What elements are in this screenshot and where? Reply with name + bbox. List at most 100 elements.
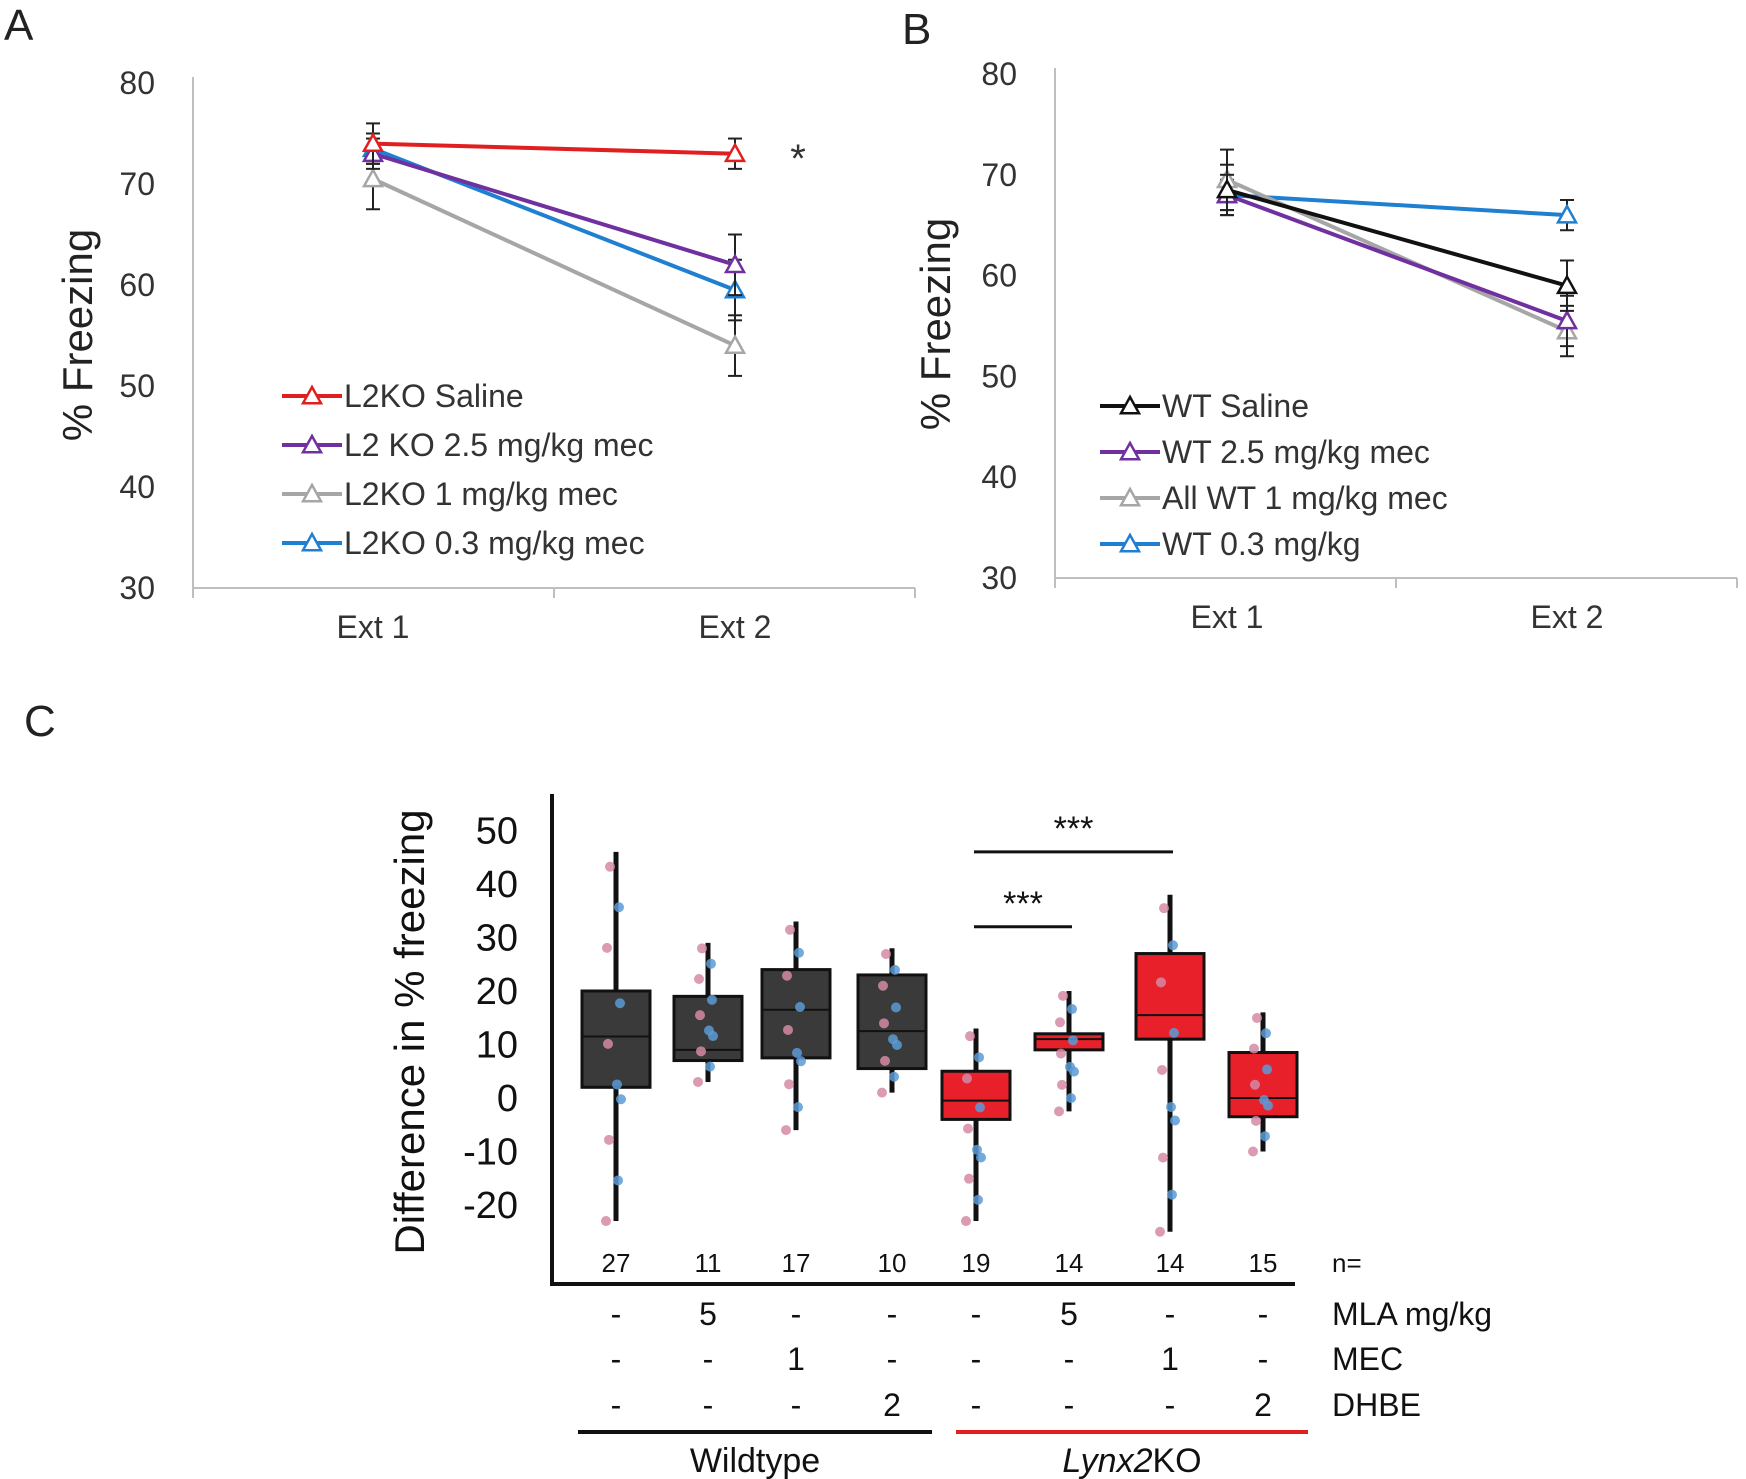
y-tick-label: 50: [476, 811, 518, 853]
dhbe-dose-cell: -: [1165, 1387, 1176, 1423]
group-name: Wildtype: [690, 1442, 820, 1479]
dhbe-dose-cell: -: [791, 1387, 802, 1423]
data-point: [1169, 1027, 1179, 1038]
data-point: [976, 1152, 986, 1163]
data-point-marker: [1555, 274, 1579, 295]
x-tick-label: Ext 1: [337, 609, 410, 645]
mla-dose-cell: -: [791, 1296, 802, 1332]
data-point: [794, 947, 804, 958]
series-line: [1226, 192, 1568, 218]
y-tick-label: -20: [463, 1185, 518, 1227]
sample-size-label: 10: [878, 1248, 907, 1278]
x-tick-label: Ext 2: [699, 609, 772, 645]
sample-size-label: 17: [782, 1248, 811, 1278]
y-tick-label: 60: [119, 267, 155, 303]
mla-dose-cell: 5: [699, 1296, 717, 1332]
data-point: [1252, 1012, 1262, 1023]
data-point: [695, 1010, 705, 1021]
panel-a-y-axis-label: % Freezing: [54, 229, 101, 441]
y-tick-label: 40: [119, 469, 155, 505]
data-point: [975, 1102, 985, 1113]
sample-size-label: 14: [1156, 1248, 1185, 1278]
data-point: [708, 1031, 718, 1042]
data-point: [613, 1175, 623, 1186]
sample-size-label: 14: [1055, 1248, 1084, 1278]
panel-a-letter: A: [4, 1, 34, 50]
dhbe-dose-cell: 2: [883, 1387, 901, 1423]
data-point: [1068, 1035, 1078, 1046]
data-point: [1263, 1100, 1273, 1111]
legend-marker: [1118, 394, 1142, 415]
legend-label: L2 KO 2.5 mg/kg mec: [344, 427, 653, 463]
legend-label: L2KO Saline: [344, 378, 524, 414]
data-point-marker: [723, 334, 747, 355]
legend-marker: [300, 531, 324, 552]
legend-marker: [1118, 440, 1142, 461]
data-point-marker: [361, 167, 385, 188]
data-point: [601, 1216, 611, 1227]
mla-dose-cell: -: [887, 1296, 898, 1332]
series-line: [1226, 193, 1568, 323]
y-tick-label: 40: [476, 864, 518, 906]
data-point: [962, 1073, 972, 1084]
data-point: [602, 942, 612, 953]
data-point: [1058, 990, 1068, 1001]
series-line: [372, 141, 736, 156]
dhbe-dose-cell: -: [1064, 1387, 1075, 1423]
data-point: [782, 970, 792, 981]
data-point: [707, 994, 717, 1005]
data-point: [792, 1047, 802, 1058]
y-tick-label: 40: [981, 459, 1017, 495]
dhbe-dose-cell: -: [703, 1387, 714, 1423]
series-line: [1226, 187, 1568, 288]
dhbe-dose-cell: -: [611, 1387, 622, 1423]
data-point: [891, 1002, 901, 1013]
legend-label: WT 2.5 mg/kg mec: [1162, 434, 1430, 470]
data-point: [603, 1038, 613, 1049]
mla-dose-cell: 5: [1060, 1296, 1078, 1332]
y-tick-label: 10: [476, 1025, 518, 1067]
box-iqr: [940, 1069, 1012, 1121]
data-point: [1054, 1106, 1064, 1117]
y-tick-label: 30: [981, 560, 1017, 596]
data-point: [1166, 1102, 1176, 1113]
legend-label: L2KO 0.3 mg/kg mec: [344, 525, 645, 561]
data-point: [795, 1001, 805, 1012]
data-point: [972, 1144, 982, 1155]
y-tick-label: 30: [476, 918, 518, 960]
data-point-marker: [723, 253, 747, 274]
data-point: [785, 924, 795, 935]
y-tick-label: 50: [119, 368, 155, 404]
y-tick-label: 70: [119, 166, 155, 202]
mec-dose-cell: 1: [787, 1341, 805, 1377]
legend-label: WT Saline: [1162, 388, 1309, 424]
data-point: [697, 943, 707, 954]
data-point: [1066, 1093, 1076, 1104]
sample-size-label: 15: [1249, 1248, 1278, 1278]
panel-b-y-axis-label: % Freezing: [912, 218, 959, 430]
mec-dose-cell: 1: [1161, 1341, 1179, 1377]
n-row-label: n=: [1332, 1248, 1362, 1278]
panel-c-letter: C: [24, 697, 56, 746]
data-point: [877, 1087, 887, 1098]
dhbe-dose-cell: 2: [1254, 1387, 1272, 1423]
legend-marker: [1118, 486, 1142, 507]
x-tick-label: Ext 1: [1191, 599, 1264, 635]
data-point: [1055, 1017, 1065, 1028]
legend-marker: [1118, 532, 1142, 553]
data-point: [705, 1061, 715, 1072]
treatment-row-label: MLA mg/kg: [1332, 1296, 1492, 1332]
mla-dose-cell: -: [971, 1296, 982, 1332]
data-point: [1261, 1028, 1271, 1039]
panel-b-line-chart: % Freezing 30 40 50 60 70 80 Ext 1 Ext 2 WT Sal…: [912, 56, 1738, 635]
data-point: [1155, 1226, 1165, 1237]
mec-dose-cell: -: [887, 1341, 898, 1377]
y-tick-label: 0: [497, 1078, 518, 1120]
data-point: [964, 1173, 974, 1184]
data-point: [693, 1076, 703, 1087]
data-point-marker: [361, 132, 385, 153]
data-point: [604, 1134, 614, 1145]
data-point: [616, 1094, 626, 1105]
data-point: [1262, 1064, 1272, 1075]
y-tick-label: 80: [981, 56, 1017, 92]
